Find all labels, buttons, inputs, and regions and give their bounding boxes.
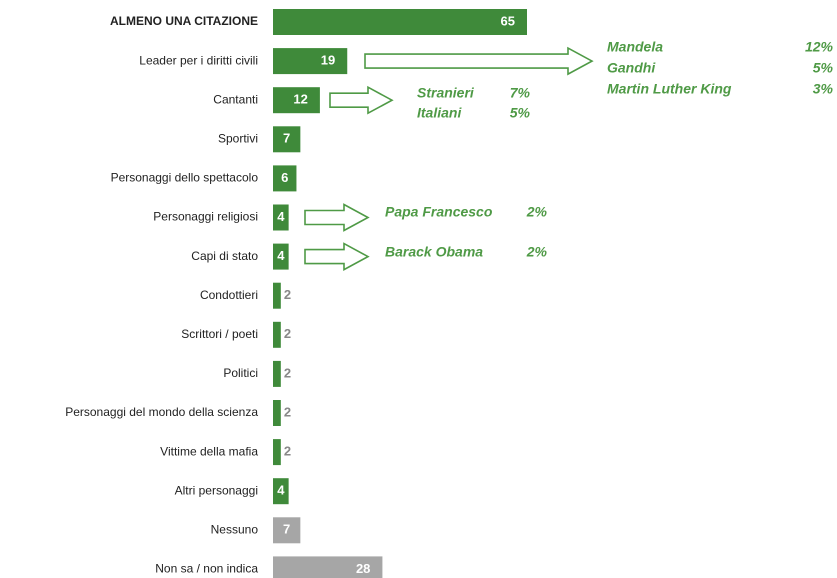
category-label: Personaggi dello spettacolo: [111, 171, 259, 185]
category-label: Sportivi: [218, 131, 258, 145]
value-label: 4: [277, 248, 285, 263]
value-label: 2: [284, 365, 291, 380]
category-label: Personaggi religiosi: [153, 210, 258, 224]
bar: [273, 126, 301, 153]
annotation-share: 5%: [813, 60, 834, 76]
arrow: [304, 203, 370, 232]
category-label: Politici: [223, 366, 258, 380]
annotation-name: Papa Francesco: [385, 204, 493, 220]
bar: [273, 400, 281, 426]
category-label: ALMENO UNA CITAZIONE: [110, 14, 258, 28]
value-label: 2: [284, 404, 291, 419]
bar: [273, 321, 281, 348]
category-label: Non sa / non indica: [155, 562, 258, 576]
value-label: 4: [277, 483, 285, 498]
arrow: [329, 85, 394, 115]
annotation-share: 7%: [510, 85, 531, 101]
value-label: 7: [283, 522, 290, 537]
value-label: 2: [284, 287, 291, 302]
annotation-name: Stranieri: [417, 85, 475, 101]
bar: [273, 204, 289, 231]
bar: [273, 165, 297, 192]
value-label: 2: [284, 326, 291, 341]
value-label: 2: [284, 444, 291, 459]
arrow: [364, 46, 594, 76]
bar: [273, 517, 301, 544]
bar: [273, 87, 320, 114]
annotation-share: 2%: [526, 244, 548, 260]
value-label: 65: [501, 13, 515, 28]
category-label: Condottieri: [200, 288, 258, 302]
annotation-name: Italiani: [417, 105, 462, 121]
annotation-share: 5%: [510, 105, 531, 121]
value-label: 12: [293, 92, 307, 107]
bar: [273, 282, 281, 309]
category-label: Scrittori / poeti: [181, 327, 258, 341]
annotation-name: Barack Obama: [385, 244, 483, 260]
category-label: Personaggi del mondo della scienza: [65, 405, 258, 419]
category-label: Leader per i diritti civili: [139, 53, 258, 67]
bar: [273, 478, 289, 505]
category-label: Vittime della mafia: [160, 444, 258, 458]
bar: [273, 556, 383, 578]
annotation-share: 12%: [805, 39, 834, 55]
bar: [273, 439, 281, 466]
annotation-name: Mandela: [607, 39, 663, 55]
category-label: Cantanti: [213, 92, 258, 106]
category-label: Altri personaggi: [175, 483, 258, 497]
value-label: 6: [281, 170, 288, 185]
value-label: 7: [283, 131, 290, 146]
value-label: 19: [321, 53, 335, 68]
bar: [273, 9, 527, 35]
annotation-name: Martin Luther King: [607, 81, 732, 97]
annotation-share: 3%: [813, 81, 834, 97]
category-label: Capi di stato: [191, 249, 258, 263]
value-label: 28: [356, 561, 370, 576]
bar: [273, 360, 281, 387]
bar: [273, 243, 289, 270]
category-label: Nessuno: [211, 522, 259, 536]
arrow: [304, 242, 370, 271]
bar: [273, 48, 348, 75]
annotation-share: 2%: [526, 204, 548, 220]
value-label: 4: [277, 209, 285, 224]
annotation-name: Gandhi: [607, 60, 656, 76]
